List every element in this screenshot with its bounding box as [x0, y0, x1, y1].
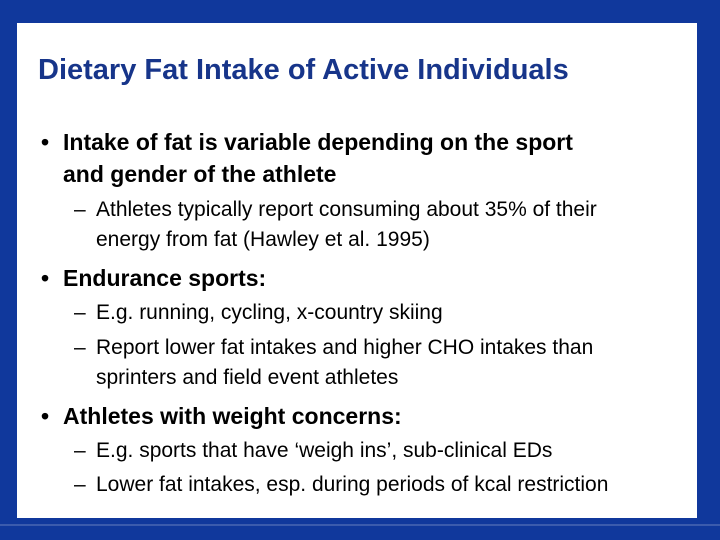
bullet-text: Intake of fat is variable depending on t… [63, 129, 573, 187]
bullet-icon: • [41, 129, 50, 155]
dash-icon: – [74, 198, 86, 221]
sub-bullet-text: Report lower fat intakes and higher CHO … [96, 336, 594, 389]
sub-bullet-item: – Athletes typically report consuming ab… [17, 195, 697, 255]
sub-bullet-text: Athletes typically report consuming abou… [96, 198, 597, 251]
sub-bullet-item: – Report lower fat intakes and higher CH… [17, 333, 697, 393]
dash-icon: – [74, 336, 86, 359]
bullet-item: • Athletes with weight concerns: [17, 400, 697, 432]
sub-bullet-item: – E.g. running, cycling, x-country skiin… [17, 298, 697, 328]
bullet-text: Endurance sports: [63, 265, 267, 291]
bullet-icon: • [41, 265, 50, 291]
sub-bullet-item: – E.g. sports that have ‘weigh ins’, sub… [17, 436, 697, 466]
dash-icon: – [74, 301, 86, 324]
bullet-text: Athletes with weight concerns: [63, 403, 402, 429]
bullet-item: • Endurance sports: [17, 262, 697, 294]
slide-title: Dietary Fat Intake of Active Individuals [38, 54, 569, 86]
bullet-item: • Intake of fat is variable depending on… [17, 126, 697, 190]
sub-bullet-text: E.g. running, cycling, x-country skiing [96, 301, 443, 324]
bullet-icon: • [41, 403, 50, 429]
slide-edge-line [0, 524, 720, 526]
sub-bullet-text: Lower fat intakes, esp. during periods o… [96, 473, 609, 496]
dash-icon: – [74, 439, 86, 462]
sub-bullet-item: – Lower fat intakes, esp. during periods… [17, 470, 697, 500]
sub-bullet-text: E.g. sports that have ‘weigh ins’, sub-c… [96, 439, 553, 462]
slide-content-panel: Dietary Fat Intake of Active Individuals… [17, 23, 697, 518]
dash-icon: – [74, 473, 86, 496]
